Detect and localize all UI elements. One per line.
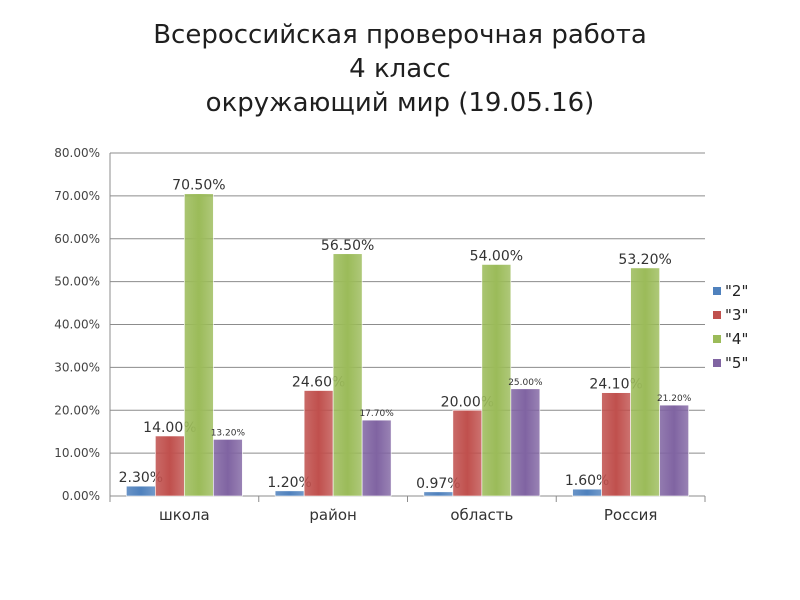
legend-label: "4" xyxy=(725,330,748,348)
legend-swatch xyxy=(713,311,721,319)
legend-label: "5" xyxy=(725,354,748,372)
data-label: 13.20% xyxy=(211,428,246,438)
bar-Россия-series-2 xyxy=(601,392,631,497)
bar-район-series-4 xyxy=(361,419,392,497)
bar-школа-series-4 xyxy=(213,439,243,497)
bar-область-series-2 xyxy=(452,409,483,497)
data-label: 1.60% xyxy=(565,473,609,489)
y-tick-label: 20.00% xyxy=(54,403,100,417)
bar-область-series-4 xyxy=(510,388,541,497)
chart-title: Всероссийская проверочная работа 4 класс… xyxy=(0,18,800,120)
data-label: 25.00% xyxy=(508,378,543,388)
legend-swatch xyxy=(713,359,721,367)
title-line-2: 4 класс xyxy=(349,54,451,84)
data-label: 20.00% xyxy=(441,394,494,410)
y-tick-label: 0.00% xyxy=(62,489,100,503)
legend-swatch xyxy=(713,335,721,343)
bar-школа-series-1 xyxy=(126,485,156,497)
y-tick-label: 70.00% xyxy=(54,189,100,203)
bar-Россия-series-1 xyxy=(572,488,602,497)
title-line-1: Всероссийская проверочная работа xyxy=(153,20,647,50)
data-label: 0.97% xyxy=(416,476,460,492)
bar-Россия-series-4 xyxy=(659,404,689,497)
bar-область-series-3 xyxy=(481,264,512,497)
data-label: 56.50% xyxy=(321,238,374,254)
bar-школа-series-2 xyxy=(155,435,185,497)
y-tick-label: 50.00% xyxy=(54,275,100,289)
bar-район-series-1 xyxy=(274,490,305,497)
data-label: 17.70% xyxy=(359,409,394,419)
y-tick-label: 10.00% xyxy=(54,446,100,460)
data-label: 24.60% xyxy=(292,375,345,391)
y-tick-label: 40.00% xyxy=(54,318,100,332)
bar-район-series-3 xyxy=(332,253,363,497)
data-label: 2.30% xyxy=(119,470,163,486)
data-label: 21.20% xyxy=(657,394,692,404)
title-line-3: окружающий мир (19.05.16) xyxy=(205,88,595,118)
category-label: школа xyxy=(159,506,210,524)
y-tick-label: 30.00% xyxy=(54,360,100,374)
data-label: 1.20% xyxy=(267,475,311,491)
legend-swatch xyxy=(713,287,721,295)
data-label: 70.50% xyxy=(172,178,225,194)
data-label: 53.20% xyxy=(618,252,671,268)
bar-район-series-2 xyxy=(303,390,334,497)
y-tick-label: 60.00% xyxy=(54,232,100,246)
category-label: район xyxy=(309,506,356,524)
data-label: 14.00% xyxy=(143,420,196,436)
bar-область-series-1 xyxy=(423,491,454,497)
category-label: область xyxy=(450,506,513,524)
legend-label: "2" xyxy=(725,282,748,300)
data-label: 54.00% xyxy=(470,248,523,264)
category-label: Россия xyxy=(604,506,658,524)
legend-label: "3" xyxy=(725,306,748,324)
data-label: 24.10% xyxy=(589,377,642,393)
bar-школа-series-3 xyxy=(184,193,214,497)
y-tick-label: 80.00% xyxy=(54,146,100,160)
bar-Россия-series-3 xyxy=(630,267,660,497)
